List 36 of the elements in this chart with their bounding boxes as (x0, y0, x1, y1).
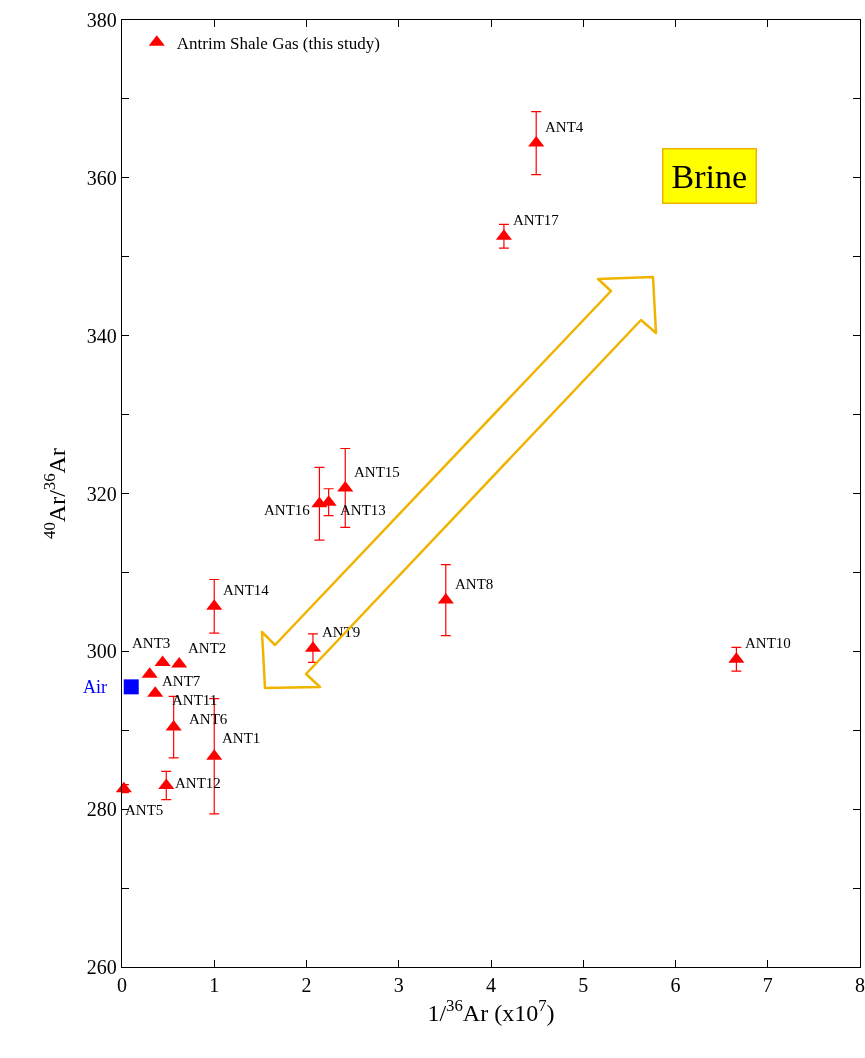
x-axis-title: 1/$^{36}$Ar (x10$^{7}$) (427, 996, 555, 1027)
annotation: ANT14 (223, 582, 270, 598)
annotation: ANT4 (545, 119, 584, 135)
x-tick-label: 2 (301, 974, 312, 997)
y-tick-label: 300 (86, 640, 117, 663)
annotation: ANT3 (132, 635, 171, 651)
point (123, 679, 139, 695)
point (171, 656, 188, 668)
x-tick-label: 6 (670, 974, 681, 997)
point (311, 496, 328, 508)
point (337, 480, 354, 492)
series-label: Air (83, 677, 107, 697)
y-tick-label: 340 (86, 324, 117, 347)
annotation: ANT15 (354, 464, 400, 480)
annotation: ANT8 (455, 576, 494, 592)
y-tick-label: 260 (86, 956, 117, 978)
annotation: ANT7 (162, 673, 201, 689)
x-tick-label: 7 (762, 974, 773, 997)
x-tick-label: 8 (855, 974, 865, 997)
y-tick-label: 380 (86, 9, 117, 31)
y-tick-label: 360 (86, 166, 117, 189)
x-tick-label: 1 (209, 974, 220, 997)
y-tick-label: 280 (86, 798, 117, 821)
legend-label: Antrim Shale Gas (this study) (176, 33, 380, 53)
x-tick-label: 5 (578, 974, 589, 997)
y-tick-label: 320 (86, 482, 117, 505)
x-tick-label: 3 (393, 974, 404, 997)
annotation: ANT2 (188, 640, 227, 656)
x-tick-label: 0 (117, 974, 127, 997)
x-tick-label: 4 (486, 974, 496, 997)
annotation: ANT1 (222, 730, 261, 746)
annotation: Brine (671, 157, 748, 195)
annotation: ANT5 (125, 802, 164, 818)
annotation: ANT10 (745, 635, 791, 651)
annotation: ANT16 (264, 502, 311, 518)
annotation: ANT17 (513, 212, 560, 228)
